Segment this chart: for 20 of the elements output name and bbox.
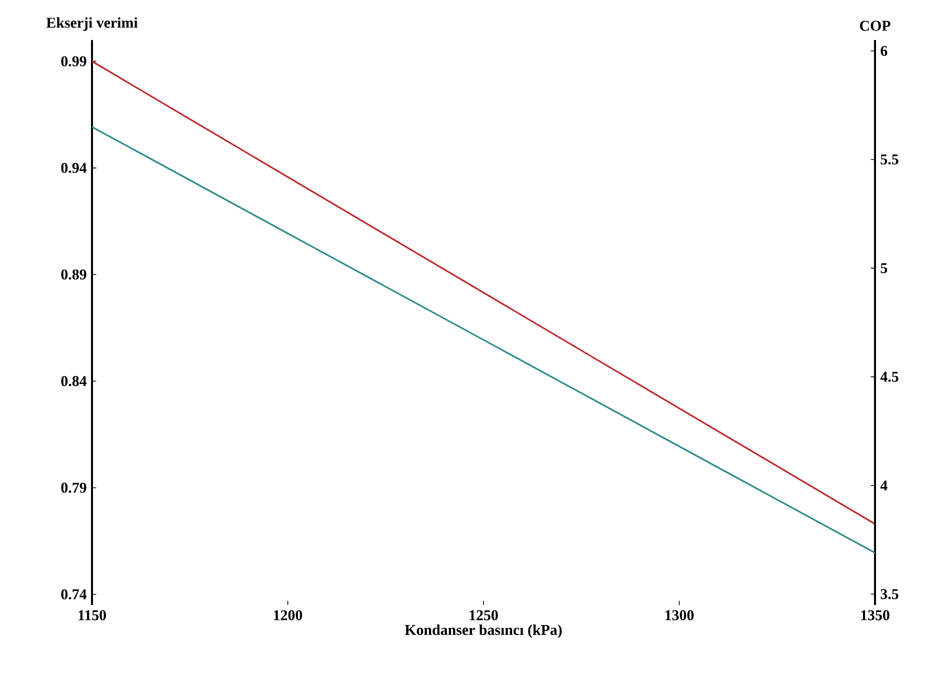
y-tick-label: 0.94 xyxy=(61,162,87,173)
y2-axis-title: COP xyxy=(860,20,890,31)
y2-tick-label: 5 xyxy=(880,263,888,274)
x-tick-label: 1300 xyxy=(666,610,694,620)
x-tick-label: 1350 xyxy=(861,610,890,620)
y-tick-label: 0.84 xyxy=(61,376,87,386)
y2-tick-label: 3.5 xyxy=(880,589,898,600)
y2-tick-label: 4 xyxy=(880,480,888,490)
x-tick-label: 1250 xyxy=(470,610,498,620)
y2-tick-label: 6 xyxy=(880,46,888,56)
x-axis-title: Kondanser basıncı (kPa) xyxy=(404,624,562,638)
x-tick-label: 1200 xyxy=(274,610,302,620)
y-tick-label: 0.74 xyxy=(61,589,87,600)
y2-tick-label: 4.5 xyxy=(880,372,898,382)
y-tick-label: 0.89 xyxy=(61,269,86,280)
y-tick-label: 0.99 xyxy=(61,56,86,66)
y-tick-label: 0.79 xyxy=(61,482,86,493)
y-axis-title: Ekserji verimi xyxy=(46,17,138,31)
x-tick-label: 1150 xyxy=(78,610,106,620)
y2-tick-label: 5.5 xyxy=(880,154,898,165)
